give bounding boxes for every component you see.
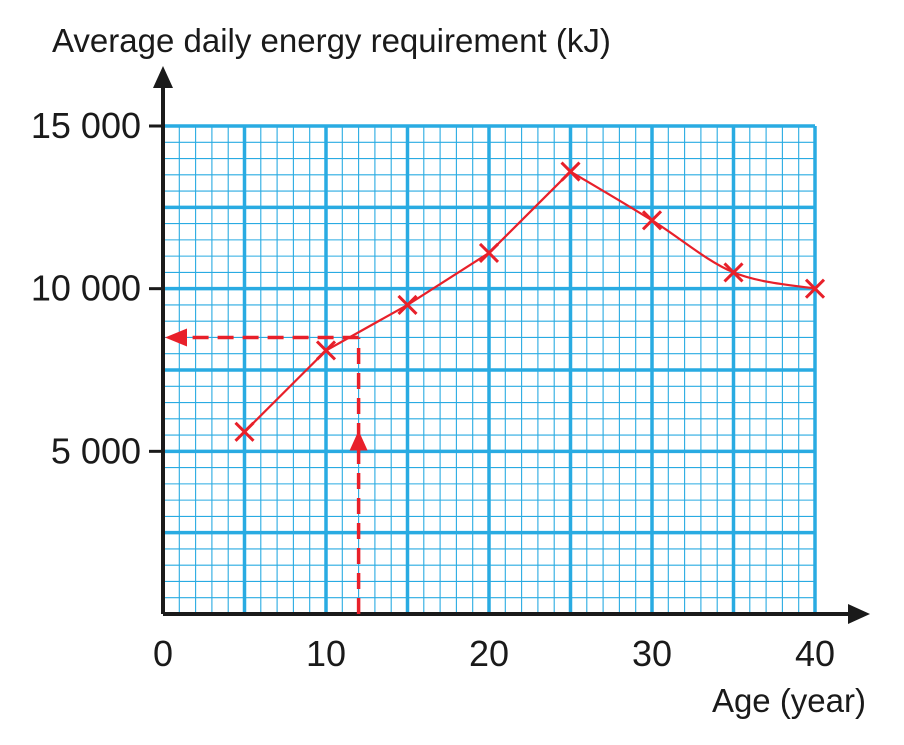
series-line [243,170,816,433]
y-tick-label: 15 000 [31,105,141,146]
data-point-marker [641,210,663,231]
data-point-marker-stroke [397,294,418,315]
x-tick-label: 40 [795,633,835,674]
guide-left-arrowhead [165,328,187,347]
data-point-marker [234,421,255,442]
x-tick-label: 20 [469,633,509,674]
x-axis-title: Age (year) [712,682,866,719]
x-tick-label: 30 [632,633,672,674]
guide-up-arrowhead [349,430,368,451]
data-series [234,161,826,442]
grid [163,124,817,614]
x-tick-label: 10 [306,633,346,674]
data-point-marker-stroke [234,421,255,442]
axes [153,66,870,624]
data-point-marker-stroke [723,262,744,283]
y-tick-label: 5 000 [51,430,141,471]
data-point-marker-stroke [478,242,500,263]
x-tick-label: 0 [153,633,173,674]
data-point-marker [560,161,581,182]
reading-guide [165,328,368,614]
data-point-marker [315,340,337,361]
data-point-marker [804,278,826,299]
data-point-marker-stroke [641,210,663,231]
data-point-marker-stroke [560,161,581,182]
data-point-marker-stroke [804,278,826,299]
y-axis-title: Average daily energy requirement (kJ) [52,22,611,59]
y-axis-arrowhead [153,66,173,88]
data-point-marker [397,294,418,315]
x-axis-arrowhead [848,604,870,624]
y-tick-label: 10 000 [31,268,141,309]
data-point-marker [723,262,744,283]
data-point-marker [478,242,500,263]
data-point-marker-stroke [315,340,337,361]
tick-labels: 5 000 10 000 15 000 0 10 20 30 40 [31,105,835,674]
